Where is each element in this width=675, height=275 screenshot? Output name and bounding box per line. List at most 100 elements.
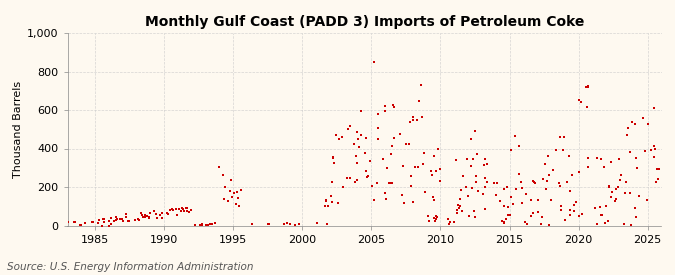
Point <box>603 219 614 223</box>
Point <box>564 154 574 158</box>
Point <box>328 155 339 160</box>
Point <box>506 195 516 199</box>
Point <box>653 177 664 181</box>
Point <box>93 221 104 225</box>
Point <box>592 222 603 226</box>
Point <box>435 167 446 171</box>
Point <box>363 174 374 178</box>
Point <box>600 220 611 225</box>
Point <box>541 178 552 183</box>
Point <box>620 179 631 184</box>
Point <box>354 145 364 149</box>
Point <box>576 212 587 216</box>
Point <box>394 131 405 136</box>
Point <box>167 207 178 211</box>
Point <box>458 174 468 178</box>
Point <box>506 148 516 152</box>
Point <box>603 184 614 188</box>
Point <box>351 153 362 158</box>
Point <box>516 180 526 185</box>
Point <box>503 205 514 210</box>
Point <box>418 151 429 155</box>
Point <box>594 205 605 210</box>
Point <box>408 118 418 122</box>
Point <box>642 198 653 202</box>
Point <box>105 222 116 226</box>
Point <box>498 204 509 208</box>
Point <box>634 194 645 199</box>
Point <box>601 204 612 208</box>
Point <box>645 148 656 152</box>
Point <box>541 187 551 192</box>
Point <box>262 222 273 227</box>
Point <box>428 197 439 202</box>
Point <box>214 165 225 169</box>
Point <box>224 189 235 193</box>
Point <box>479 163 490 167</box>
Point <box>132 217 143 221</box>
Point <box>168 207 179 212</box>
Point <box>581 105 592 110</box>
Point <box>491 181 502 185</box>
Point <box>505 213 516 218</box>
Point <box>403 142 414 147</box>
Point <box>322 204 333 208</box>
Point <box>448 220 459 224</box>
Point <box>76 223 87 227</box>
Point <box>498 187 509 192</box>
Point <box>108 219 119 223</box>
Point <box>189 222 200 227</box>
Point <box>342 127 353 131</box>
Point <box>97 223 107 228</box>
Point <box>501 216 512 221</box>
Point <box>620 190 630 195</box>
Point <box>481 180 492 185</box>
Point <box>134 218 144 222</box>
Point <box>480 207 491 211</box>
Point <box>453 205 464 210</box>
Point <box>480 175 491 180</box>
Point <box>420 189 431 194</box>
Point <box>443 217 454 222</box>
Point <box>431 169 441 173</box>
Point <box>431 217 441 221</box>
Point <box>616 172 626 177</box>
Point <box>510 187 521 191</box>
Point <box>416 82 427 87</box>
Point <box>360 151 371 155</box>
Point <box>433 147 443 152</box>
Point <box>624 149 635 154</box>
Point <box>352 136 363 141</box>
Point <box>610 197 621 201</box>
Point <box>445 220 456 224</box>
Point <box>145 211 156 215</box>
Point <box>157 211 167 215</box>
Point <box>497 219 508 223</box>
Point <box>508 201 518 206</box>
Point <box>367 184 377 188</box>
Point <box>423 219 434 223</box>
Point <box>599 165 610 169</box>
Point <box>418 162 429 166</box>
Point <box>373 136 383 141</box>
Point <box>337 135 348 139</box>
Point <box>290 223 300 227</box>
Point <box>528 179 539 183</box>
Point <box>543 154 554 158</box>
Point <box>152 216 163 220</box>
Point <box>201 223 212 227</box>
Point <box>454 197 465 201</box>
Point <box>155 213 165 218</box>
Point <box>580 85 591 89</box>
Point <box>605 195 616 199</box>
Point <box>583 165 593 169</box>
Point <box>547 168 558 172</box>
Point <box>630 215 641 219</box>
Point <box>195 223 206 227</box>
Point <box>351 161 362 166</box>
Point <box>618 222 629 227</box>
Point <box>225 178 236 182</box>
Point <box>457 209 468 213</box>
Point <box>583 84 593 88</box>
Point <box>222 199 233 204</box>
